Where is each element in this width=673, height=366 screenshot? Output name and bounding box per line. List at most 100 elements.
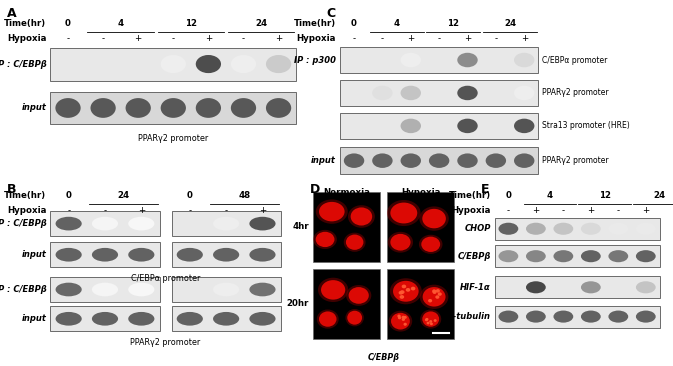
Ellipse shape	[388, 232, 413, 253]
Text: CHOP: CHOP	[464, 224, 491, 233]
Ellipse shape	[429, 320, 432, 323]
Ellipse shape	[314, 230, 336, 249]
Ellipse shape	[553, 310, 573, 323]
Ellipse shape	[319, 311, 336, 327]
Text: 0: 0	[65, 19, 71, 28]
Ellipse shape	[344, 233, 365, 252]
Ellipse shape	[196, 55, 221, 73]
Ellipse shape	[402, 285, 406, 288]
Ellipse shape	[177, 248, 203, 262]
Text: A: A	[7, 7, 16, 20]
Bar	[387, 192, 454, 262]
Ellipse shape	[553, 223, 573, 235]
Text: C/EBPα promoter: C/EBPα promoter	[131, 274, 201, 283]
Bar	[50, 211, 160, 236]
Ellipse shape	[231, 55, 256, 73]
Text: +: +	[275, 34, 282, 43]
Text: PPARγ2 promoter: PPARγ2 promoter	[131, 339, 201, 347]
Text: IP : C/EBPβ: IP : C/EBPβ	[0, 219, 46, 228]
Ellipse shape	[398, 316, 401, 319]
Ellipse shape	[433, 319, 437, 322]
Ellipse shape	[526, 223, 546, 235]
Text: 4: 4	[546, 191, 553, 200]
Ellipse shape	[391, 313, 410, 329]
Ellipse shape	[423, 209, 446, 228]
Text: 0: 0	[505, 191, 511, 200]
Ellipse shape	[420, 285, 448, 309]
Text: 4: 4	[118, 19, 124, 28]
Ellipse shape	[250, 217, 275, 231]
Ellipse shape	[56, 312, 81, 326]
Text: 24: 24	[504, 19, 516, 28]
Ellipse shape	[92, 312, 118, 326]
Ellipse shape	[400, 153, 421, 168]
Ellipse shape	[349, 287, 369, 304]
Ellipse shape	[499, 310, 518, 323]
Text: E: E	[481, 183, 490, 196]
Text: +: +	[588, 206, 594, 215]
Ellipse shape	[177, 312, 203, 326]
Text: Time(hr): Time(hr)	[4, 19, 46, 28]
Ellipse shape	[526, 310, 546, 323]
Ellipse shape	[129, 283, 154, 296]
Ellipse shape	[161, 55, 186, 73]
Text: -: -	[172, 34, 175, 43]
Ellipse shape	[129, 248, 154, 262]
Ellipse shape	[437, 292, 441, 296]
Ellipse shape	[402, 316, 405, 319]
Ellipse shape	[514, 86, 534, 100]
Text: -: -	[104, 206, 106, 215]
Ellipse shape	[250, 248, 275, 262]
Text: 20hr: 20hr	[287, 299, 309, 308]
Ellipse shape	[427, 322, 429, 324]
Text: -: -	[562, 206, 565, 215]
Text: 0: 0	[351, 19, 357, 28]
Ellipse shape	[411, 287, 415, 291]
Ellipse shape	[318, 278, 349, 302]
Ellipse shape	[636, 310, 656, 323]
Bar	[50, 48, 296, 81]
Text: input: input	[311, 156, 336, 165]
Text: +: +	[135, 34, 142, 43]
Ellipse shape	[435, 295, 439, 299]
Ellipse shape	[400, 290, 404, 294]
Ellipse shape	[372, 86, 392, 100]
Bar	[172, 242, 281, 267]
Bar	[50, 92, 296, 124]
Ellipse shape	[90, 98, 116, 118]
Ellipse shape	[457, 86, 478, 100]
Bar	[387, 269, 454, 339]
Ellipse shape	[346, 235, 363, 250]
Text: +: +	[407, 34, 415, 43]
Text: C/EBPα promoter: C/EBPα promoter	[542, 56, 608, 64]
Ellipse shape	[402, 318, 405, 321]
Ellipse shape	[317, 310, 339, 329]
Ellipse shape	[457, 119, 478, 133]
Bar	[313, 269, 380, 339]
Bar	[495, 306, 660, 328]
Bar	[340, 113, 538, 139]
Ellipse shape	[213, 283, 239, 296]
Ellipse shape	[56, 283, 81, 296]
Ellipse shape	[250, 312, 275, 326]
Ellipse shape	[345, 309, 364, 326]
Text: D: D	[310, 183, 320, 196]
Text: α-tubulin: α-tubulin	[448, 312, 491, 321]
Ellipse shape	[514, 153, 534, 168]
Bar	[495, 245, 660, 267]
Ellipse shape	[419, 206, 449, 231]
Bar	[50, 306, 160, 331]
Text: Time(hr): Time(hr)	[293, 19, 336, 28]
Text: -: -	[616, 206, 620, 215]
Text: PPARγ2 promoter: PPARγ2 promoter	[542, 89, 609, 97]
Text: PPARγ2 promoter: PPARγ2 promoter	[138, 134, 209, 143]
Ellipse shape	[526, 281, 546, 294]
Ellipse shape	[266, 98, 291, 118]
Text: PPARγ2 promoter: PPARγ2 promoter	[542, 156, 609, 165]
Bar	[340, 80, 538, 106]
Ellipse shape	[250, 283, 275, 296]
Text: B: B	[7, 183, 16, 196]
Text: input: input	[22, 250, 46, 259]
Text: Hypoxia: Hypoxia	[451, 206, 491, 215]
Text: Time(hr): Time(hr)	[4, 191, 46, 200]
